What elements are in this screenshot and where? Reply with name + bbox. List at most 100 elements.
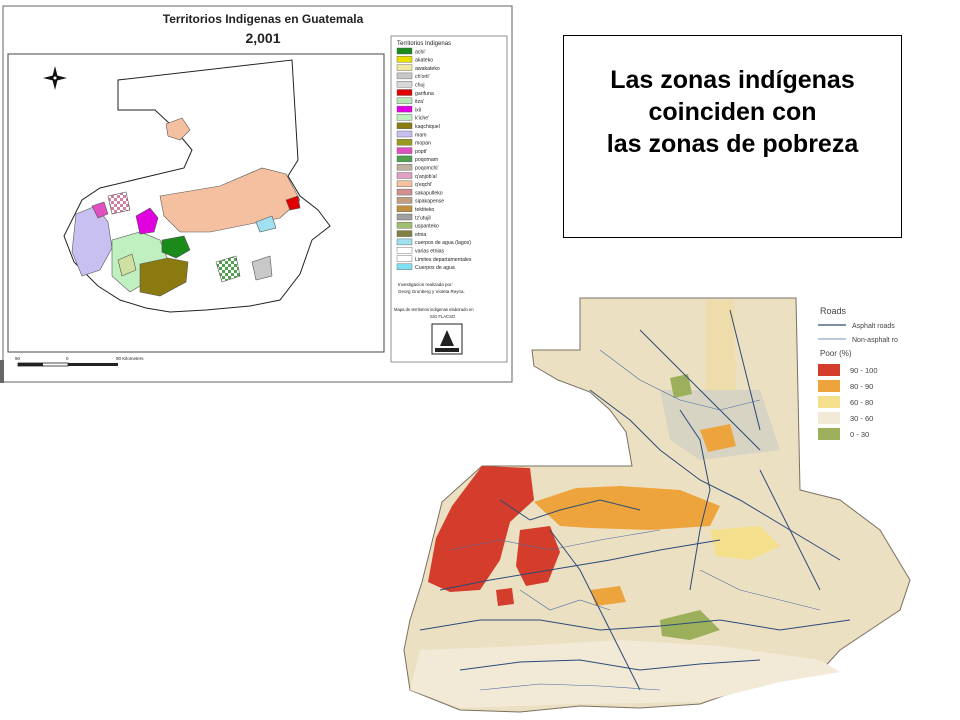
roads-network	[419, 309, 851, 691]
legend-swatch	[396, 56, 413, 63]
legend-swatch	[396, 147, 413, 154]
legend-swatch	[396, 80, 413, 88]
scale-label-left: 90	[15, 356, 21, 361]
region-ixil	[135, 207, 159, 235]
region-kaqchiquel	[139, 257, 189, 297]
poverty-zone-green-1	[670, 374, 692, 398]
legend-label: akateko	[415, 58, 433, 64]
legend-swatch	[396, 64, 413, 71]
poor-legend-swatch	[818, 364, 840, 376]
southern-plain	[410, 640, 840, 708]
poor-legend-items: 90 - 100 80 - 90 60 - 80 30 - 60 0 - 30	[818, 364, 878, 440]
slide-text-line-1: Las zonas indígenas	[610, 66, 855, 94]
legend-swatch	[396, 122, 413, 129]
region-qanjobal	[107, 191, 131, 215]
legend-label: kaqchiquel	[415, 124, 440, 130]
legend-swatch	[396, 105, 413, 113]
legend-label: k'iche'	[415, 116, 429, 122]
slide-text-box: Las zonas indígenas coinciden con las zo…	[563, 35, 902, 238]
slide-text-line-3: las zonas de pobreza	[606, 130, 859, 158]
poor-legend-swatch	[818, 428, 840, 440]
poverty-zone-orange-2	[700, 424, 736, 452]
north-strip	[706, 300, 736, 390]
legend-label: cuerpos de agua (lagos)	[415, 240, 471, 246]
map-title-line1: Territorios Indigenas en Guatemala	[163, 12, 364, 26]
poor-legend-title: Poor (%)	[820, 349, 852, 358]
legend-swatch	[396, 89, 413, 96]
legend-label: poqomchi'	[415, 166, 438, 172]
legend-swatch	[396, 72, 413, 80]
poverty-zone-yellow	[710, 526, 780, 560]
poor-legend-swatch	[818, 380, 840, 392]
poverty-zone-red-west	[428, 466, 534, 592]
poor-legend-swatch	[818, 412, 840, 424]
legend-swatch	[396, 197, 413, 204]
scale-label-mid: 0	[66, 356, 69, 361]
poverty-zone-orange-3	[590, 586, 626, 606]
legend-label: popti'	[415, 149, 427, 155]
legend-swatch	[396, 205, 413, 212]
region-poqomam	[215, 255, 241, 283]
compass-rose-icon	[43, 66, 67, 90]
poor-legend-label: 0 - 30	[850, 430, 869, 439]
credit-line-2: Georg Grunberg y Violeta Reyna.	[398, 289, 465, 294]
legend-label: sipakapense	[415, 199, 444, 205]
legend-swatch	[396, 238, 413, 246]
legend-swatch	[396, 97, 413, 105]
credit-line-1: Investigacion realizada por:	[398, 282, 453, 287]
road-asphalt-label: Asphalt roads	[852, 323, 895, 330]
legend-label: Limites departamentales	[415, 257, 472, 263]
road-nonasphalt-label: Non-asphalt ro	[852, 337, 898, 344]
flacso-logo-icon	[431, 323, 463, 355]
legend-swatch	[396, 172, 413, 179]
legend-swatch	[396, 180, 413, 188]
legend-swatch	[396, 246, 413, 254]
scale-bar	[17, 362, 118, 367]
legend-label: garifuna	[415, 91, 434, 97]
legend-label: chuj	[415, 83, 425, 89]
indigenous-territories-map: Territorios Indigenas en Guatemala 2,001…	[0, 0, 515, 383]
poverty-roads-map: Roads Asphalt roads Non-asphalt ro Poor …	[403, 297, 911, 713]
poor-legend-label: 90 - 100	[850, 366, 878, 375]
legend-label: varias etnias	[415, 249, 445, 255]
legend-label: tektiteko	[415, 207, 434, 213]
legend-label: poqomam	[415, 157, 438, 163]
north-region-shade	[660, 390, 780, 460]
roads-nonasphalt	[449, 349, 821, 691]
legend-label: tz'utujil	[415, 215, 431, 221]
legend-label: itza'	[415, 99, 424, 105]
region-popti	[91, 201, 109, 219]
legend-swatch	[396, 188, 413, 196]
region-achi	[161, 235, 191, 259]
region-lake	[255, 215, 277, 233]
legend-swatch	[396, 230, 413, 237]
map-title-line2: 2,001	[245, 30, 280, 46]
legend-swatch	[396, 263, 413, 270]
poverty-zone-green-2	[660, 610, 720, 640]
legend-label: etnia	[415, 232, 426, 238]
credit-line-4: SIG FLACSO	[430, 314, 456, 319]
region-chorti	[251, 255, 273, 281]
legend-label: mam	[415, 132, 427, 138]
credit-line-3: Mapa de territorios indigenas elaborado …	[394, 307, 474, 312]
legend-label: mopan	[415, 141, 431, 147]
legend-items: achi' akateko awakateko ch'orti' chuj garifun…	[396, 47, 472, 271]
legend-swatch	[396, 130, 413, 138]
legend-swatch	[396, 213, 413, 221]
legend-label: sakapulteko	[415, 190, 443, 196]
legend-swatch	[396, 155, 413, 163]
region-garifuna	[285, 195, 301, 211]
roads-legend-title: Roads	[820, 306, 847, 316]
region-qeqchi-north	[165, 117, 191, 141]
legend-label: ixil	[415, 107, 421, 113]
legend-swatch	[396, 222, 413, 229]
legend-swatch	[396, 255, 413, 262]
poor-legend-swatch	[818, 396, 840, 408]
legend-label: Cuerpos de agua	[415, 265, 455, 271]
legend-swatch	[396, 47, 413, 55]
slide-text-line-2: coinciden con	[648, 98, 817, 126]
legend-label: q'anjob'al	[415, 174, 437, 180]
legend-label: q'eqchi'	[415, 182, 432, 188]
region-mam-small	[117, 253, 137, 277]
region-qeqchi	[159, 167, 301, 233]
